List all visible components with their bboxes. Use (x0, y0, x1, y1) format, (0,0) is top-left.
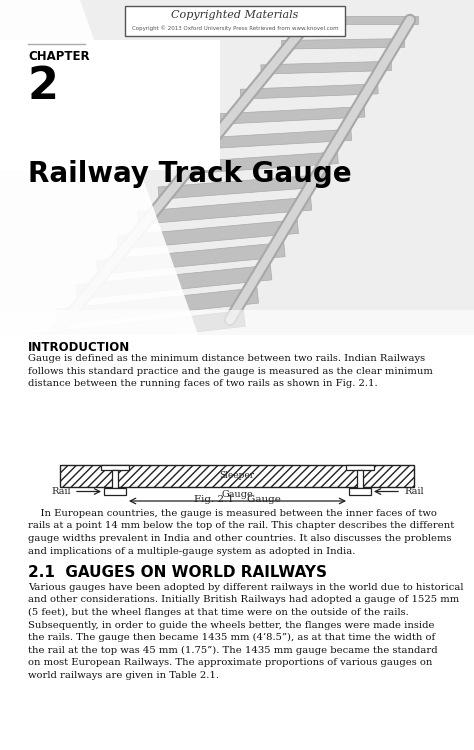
Text: the rails. The gauge then became 1435 mm (4’8.5”), as at that time the width of: the rails. The gauge then became 1435 mm… (28, 633, 435, 642)
Polygon shape (35, 310, 245, 350)
Bar (112, 470, 118, 488)
Text: CHAPTER: CHAPTER (28, 50, 90, 63)
Text: and implications of a multiple-gauge system as adopted in India.: and implications of a multiple-gauge sys… (28, 547, 356, 556)
Text: Rail: Rail (404, 487, 424, 496)
Bar (357, 470, 363, 488)
Bar (0, 0, 474, 340)
Bar (104, 488, 126, 495)
Text: Copyrighted Materials: Copyrighted Materials (171, 10, 299, 20)
Text: Subsequently, in order to guide the wheels better, the flanges were made inside: Subsequently, in order to guide the whee… (28, 620, 435, 629)
Text: world railways are given in Table 2.1.: world railways are given in Table 2.1. (28, 670, 219, 680)
Polygon shape (117, 220, 299, 250)
Bar (60, 465, 414, 487)
Bar (0, 335, 474, 750)
Polygon shape (282, 39, 405, 49)
Bar (125, 6, 345, 36)
Text: gauge widths prevalent in India and other countries. It also discusses the probl: gauge widths prevalent in India and othe… (28, 534, 452, 543)
Bar (346, 465, 374, 470)
Text: Sleeper: Sleeper (219, 472, 255, 481)
Polygon shape (302, 16, 418, 24)
Text: INTRODUCTION: INTRODUCTION (28, 341, 130, 354)
Polygon shape (55, 288, 258, 325)
Polygon shape (0, 0, 474, 340)
Text: the rail at the top was 45 mm (1.75”). The 1435 mm gauge became the standard: the rail at the top was 45 mm (1.75”). T… (28, 646, 438, 655)
Polygon shape (240, 84, 378, 99)
Bar (0, 40, 220, 170)
Polygon shape (137, 197, 312, 224)
Polygon shape (96, 242, 285, 274)
Polygon shape (0, 0, 200, 340)
Text: Rail: Rail (51, 487, 71, 496)
Bar (349, 488, 371, 495)
Text: In European countries, the gauge is measured between the inner faces of two: In European countries, the gauge is meas… (28, 509, 437, 518)
Text: follows this standard practice and the gauge is measured as the clear minimum: follows this standard practice and the g… (28, 367, 433, 376)
Text: Copyright © 2013 Oxford University Press Retrieved from www.knovel.com: Copyright © 2013 Oxford University Press… (132, 26, 338, 31)
Bar (101, 465, 129, 470)
Polygon shape (179, 152, 338, 174)
Text: Gauge is defined as the minimum distance between two rails. Indian Railways: Gauge is defined as the minimum distance… (28, 354, 425, 363)
Text: distance between the running faces of two rails as shown in Fig. 2.1.: distance between the running faces of tw… (28, 379, 378, 388)
Text: (5 feet), but the wheel flanges at that time were on the outside of the rails.: (5 feet), but the wheel flanges at that … (28, 608, 409, 617)
Polygon shape (220, 106, 365, 124)
Polygon shape (158, 175, 325, 200)
Polygon shape (261, 62, 392, 74)
Bar (0, 310, 474, 340)
Text: Various gauges have been adopted by different railways in the world due to histo: Various gauges have been adopted by diff… (28, 583, 464, 592)
Bar (0, 157, 310, 195)
Text: Fig. 2.1    Gauge: Fig. 2.1 Gauge (193, 495, 281, 504)
Text: and other considerations. Initially British Railways had adopted a gauge of 1525: and other considerations. Initially Brit… (28, 596, 459, 604)
Text: Gauge: Gauge (222, 490, 254, 499)
Text: rails at a point 14 mm below the top of the rail. This chapter describes the dif: rails at a point 14 mm below the top of … (28, 521, 454, 530)
Text: Railway Track Gauge: Railway Track Gauge (28, 160, 352, 188)
Text: on most European Railways. The approximate proportions of various gauges on: on most European Railways. The approxima… (28, 658, 432, 667)
Text: 2: 2 (28, 65, 59, 108)
Polygon shape (199, 129, 352, 149)
Text: 2.1  GAUGES ON WORLD RAILWAYS: 2.1 GAUGES ON WORLD RAILWAYS (28, 565, 327, 580)
Polygon shape (76, 266, 272, 299)
